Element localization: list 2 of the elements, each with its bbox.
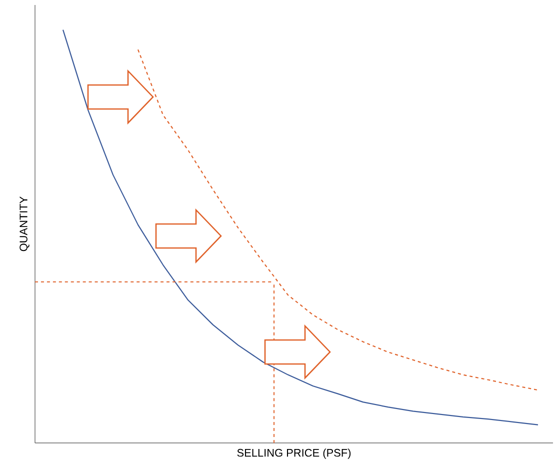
y-axis-title: QUANTITY — [20, 196, 30, 252]
x-axis-title: SELLING PRICE (PSF) — [237, 448, 351, 459]
